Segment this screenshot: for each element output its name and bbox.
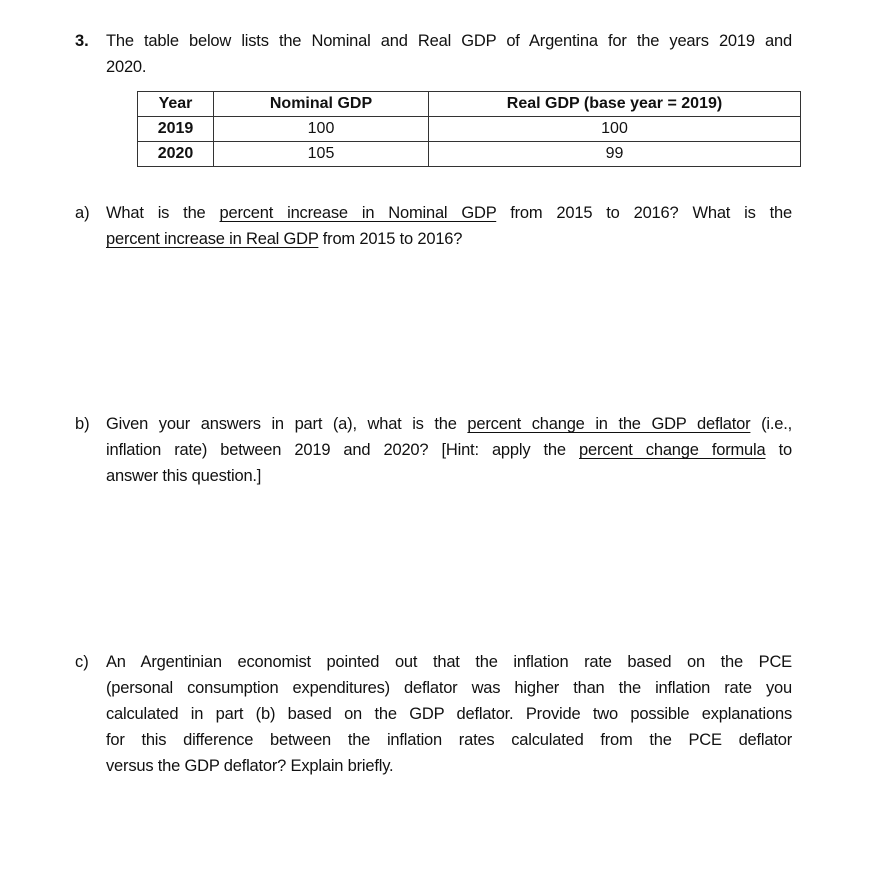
text-segment: answer this question.] [106, 467, 262, 485]
text-segment: inflation rate) between 2019 and 2020? [… [106, 441, 580, 459]
cell-real-gdp: 100 [428, 116, 801, 142]
text-segment: 2020. [106, 58, 147, 76]
part-line: percent increase in Real GDP from 2015 t… [106, 230, 792, 252]
header-year: Year [137, 91, 214, 117]
intro-line: The table below lists the Nominal and Re… [106, 32, 792, 54]
part-line: Given your answers in part (a), what is … [106, 415, 792, 437]
part-line: (personal consumption expenditures) defl… [106, 679, 792, 701]
text-segment: What is the [106, 204, 220, 222]
text-segment: from 2015 to 2016? What is the [496, 204, 792, 222]
text-segment: to [765, 441, 793, 459]
part-line: versus the GDP deflator? Explain briefly… [106, 757, 792, 779]
part-label: a) [75, 204, 90, 222]
underlined-phrase: percent change in the GDP deflator [467, 415, 751, 433]
part-label: b) [75, 415, 90, 433]
text-segment: for this difference between the inflatio… [106, 731, 792, 749]
underlined-phrase: percent increase in Nominal GDP [219, 204, 497, 222]
part-line: for this difference between the inflatio… [106, 731, 792, 753]
part-line: inflation rate) between 2019 and 2020? [… [106, 441, 792, 463]
underlined-phrase: percent increase in Real GDP [106, 230, 319, 248]
text-segment: from 2015 to 2016? [318, 230, 463, 248]
header-nominal-gdp: Nominal GDP [213, 91, 429, 117]
part-line: answer this question.] [106, 467, 792, 489]
gdp-table: Year Nominal GDP Real GDP (base year = 2… [137, 91, 801, 167]
text-segment: An Argentinian economist pointed out tha… [106, 653, 792, 671]
text-segment: versus the GDP deflator? Explain briefly… [106, 757, 394, 775]
text-segment: calculated in part (b) based on the GDP … [106, 705, 792, 723]
header-real-gdp: Real GDP (base year = 2019) [428, 91, 801, 117]
table-header-row: Year Nominal GDP Real GDP (base year = 2… [137, 91, 801, 117]
cell-real-gdp: 99 [428, 141, 801, 167]
text-segment: Given your answers in part (a), what is … [106, 415, 468, 433]
text-segment: (i.e., [750, 415, 792, 433]
part-label: c) [75, 653, 89, 671]
intro-line: 2020. [106, 58, 792, 80]
part-line: calculated in part (b) based on the GDP … [106, 705, 792, 727]
text-segment: (personal consumption expenditures) defl… [106, 679, 792, 697]
cell-nominal-gdp: 105 [213, 141, 429, 167]
part-line: What is the percent increase in Nominal … [106, 204, 792, 226]
question-number: 3. [75, 32, 89, 50]
table-row: 2019 100 100 [137, 116, 801, 142]
cell-nominal-gdp: 100 [213, 116, 429, 142]
cell-year: 2020 [137, 141, 214, 167]
part-line: An Argentinian economist pointed out tha… [106, 653, 792, 675]
table-row: 2020 105 99 [137, 141, 801, 167]
cell-year: 2019 [137, 116, 214, 142]
underlined-phrase: percent change formula [579, 441, 766, 459]
text-segment: The table below lists the Nominal and Re… [106, 32, 792, 50]
